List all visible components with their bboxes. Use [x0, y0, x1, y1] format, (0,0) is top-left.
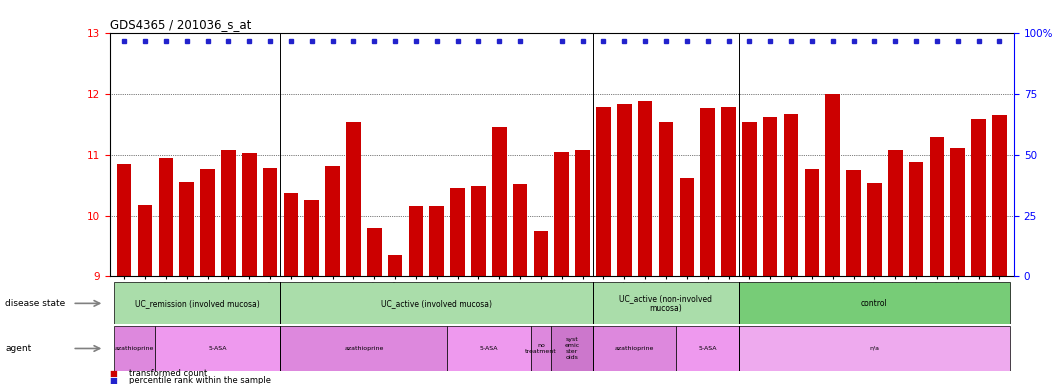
- Bar: [409, 206, 423, 276]
- Bar: [596, 107, 611, 276]
- Bar: [284, 193, 298, 276]
- Bar: [677, 326, 738, 371]
- Text: azathioprine: azathioprine: [115, 346, 154, 351]
- Text: GDS4365 / 201036_s_at: GDS4365 / 201036_s_at: [110, 18, 251, 31]
- Bar: [200, 169, 215, 276]
- Text: 5-ASA: 5-ASA: [209, 346, 228, 351]
- Bar: [617, 104, 632, 276]
- Bar: [867, 183, 882, 276]
- Bar: [430, 206, 444, 276]
- Text: UC_active (involved mucosa): UC_active (involved mucosa): [381, 299, 493, 308]
- Bar: [992, 115, 1007, 276]
- Text: no
treatment: no treatment: [525, 343, 556, 354]
- Bar: [531, 326, 551, 371]
- Bar: [659, 122, 674, 276]
- Bar: [281, 326, 447, 371]
- Bar: [492, 127, 506, 276]
- Bar: [930, 137, 944, 276]
- Bar: [367, 228, 382, 276]
- Text: UC_remission (involved mucosa): UC_remission (involved mucosa): [135, 299, 260, 308]
- Bar: [700, 108, 715, 276]
- Bar: [242, 153, 256, 276]
- Bar: [346, 122, 361, 276]
- Bar: [304, 200, 319, 276]
- Text: 5-ASA: 5-ASA: [698, 346, 717, 351]
- Bar: [471, 186, 486, 276]
- Text: percentile rank within the sample: percentile rank within the sample: [129, 376, 270, 384]
- Text: transformed count: transformed count: [129, 369, 207, 378]
- Bar: [637, 101, 652, 276]
- Bar: [738, 282, 1010, 324]
- Bar: [281, 282, 593, 324]
- Bar: [263, 168, 278, 276]
- Bar: [180, 182, 194, 276]
- Bar: [738, 326, 1010, 371]
- Text: UC_active (non-involved
mucosa): UC_active (non-involved mucosa): [619, 294, 713, 313]
- Text: syst
emic
ster
oids: syst emic ster oids: [565, 337, 580, 360]
- Bar: [450, 188, 465, 276]
- Text: ■: ■: [110, 376, 117, 384]
- Bar: [784, 114, 798, 276]
- Bar: [909, 162, 924, 276]
- Bar: [159, 157, 173, 276]
- Bar: [763, 117, 778, 276]
- Bar: [221, 150, 235, 276]
- Bar: [554, 152, 569, 276]
- Bar: [447, 326, 531, 371]
- Bar: [846, 170, 861, 276]
- Bar: [593, 326, 677, 371]
- Bar: [950, 149, 965, 276]
- Text: agent: agent: [5, 344, 32, 353]
- Text: n/a: n/a: [869, 346, 879, 351]
- Bar: [742, 122, 757, 276]
- Bar: [593, 282, 738, 324]
- Text: azathioprine: azathioprine: [615, 346, 654, 351]
- Bar: [888, 150, 902, 276]
- Bar: [971, 119, 986, 276]
- Bar: [721, 107, 736, 276]
- Bar: [513, 184, 528, 276]
- Bar: [137, 205, 152, 276]
- Bar: [534, 231, 548, 276]
- Text: 5-ASA: 5-ASA: [480, 346, 498, 351]
- Bar: [155, 326, 281, 371]
- Bar: [576, 150, 589, 276]
- Bar: [680, 178, 694, 276]
- Text: azathioprine: azathioprine: [344, 346, 383, 351]
- Text: ■: ■: [110, 369, 117, 378]
- Bar: [804, 169, 819, 276]
- Text: disease state: disease state: [5, 299, 66, 308]
- Bar: [551, 326, 593, 371]
- Text: control: control: [861, 299, 887, 308]
- Bar: [114, 282, 281, 324]
- Bar: [114, 326, 155, 371]
- Bar: [826, 94, 839, 276]
- Bar: [387, 255, 402, 276]
- Bar: [326, 166, 339, 276]
- Bar: [117, 164, 132, 276]
